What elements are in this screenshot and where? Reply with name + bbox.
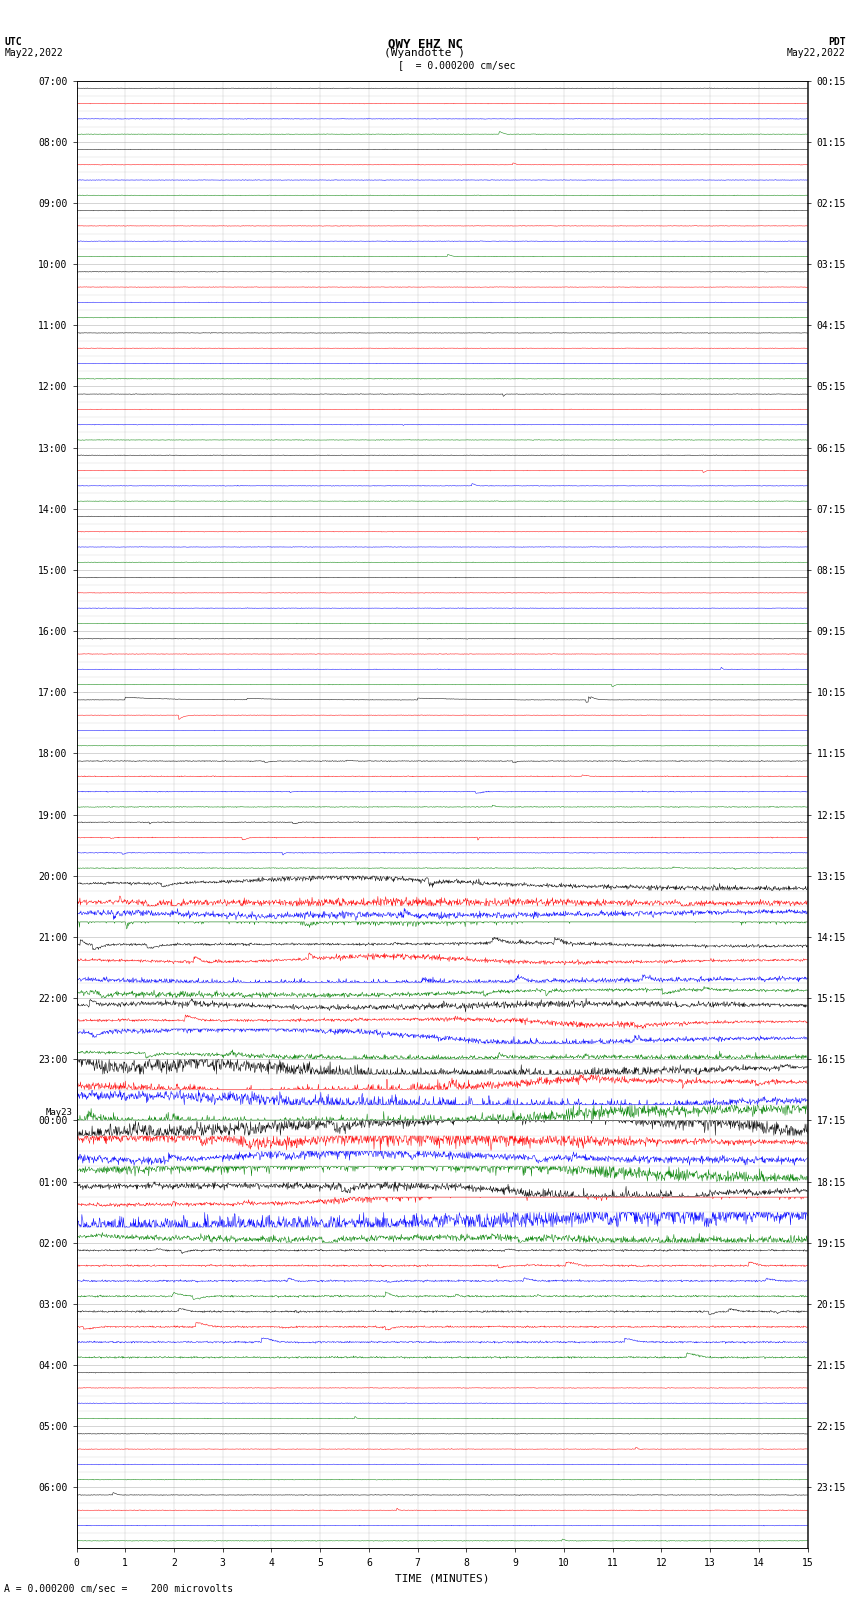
Text: UTC: UTC	[4, 37, 22, 47]
Text: PDT: PDT	[828, 37, 846, 47]
Text: May22,2022: May22,2022	[787, 48, 846, 58]
Text: May23: May23	[45, 1108, 72, 1118]
Text: QWY EHZ NC: QWY EHZ NC	[388, 37, 462, 50]
X-axis label: TIME (MINUTES): TIME (MINUTES)	[394, 1573, 490, 1582]
Text: A = 0.000200 cm/sec =    200 microvolts: A = 0.000200 cm/sec = 200 microvolts	[4, 1584, 234, 1594]
Text: (Wyandotte ): (Wyandotte )	[384, 48, 466, 58]
Text: [  = 0.000200 cm/sec: [ = 0.000200 cm/sec	[398, 60, 515, 69]
Text: May22,2022: May22,2022	[4, 48, 63, 58]
